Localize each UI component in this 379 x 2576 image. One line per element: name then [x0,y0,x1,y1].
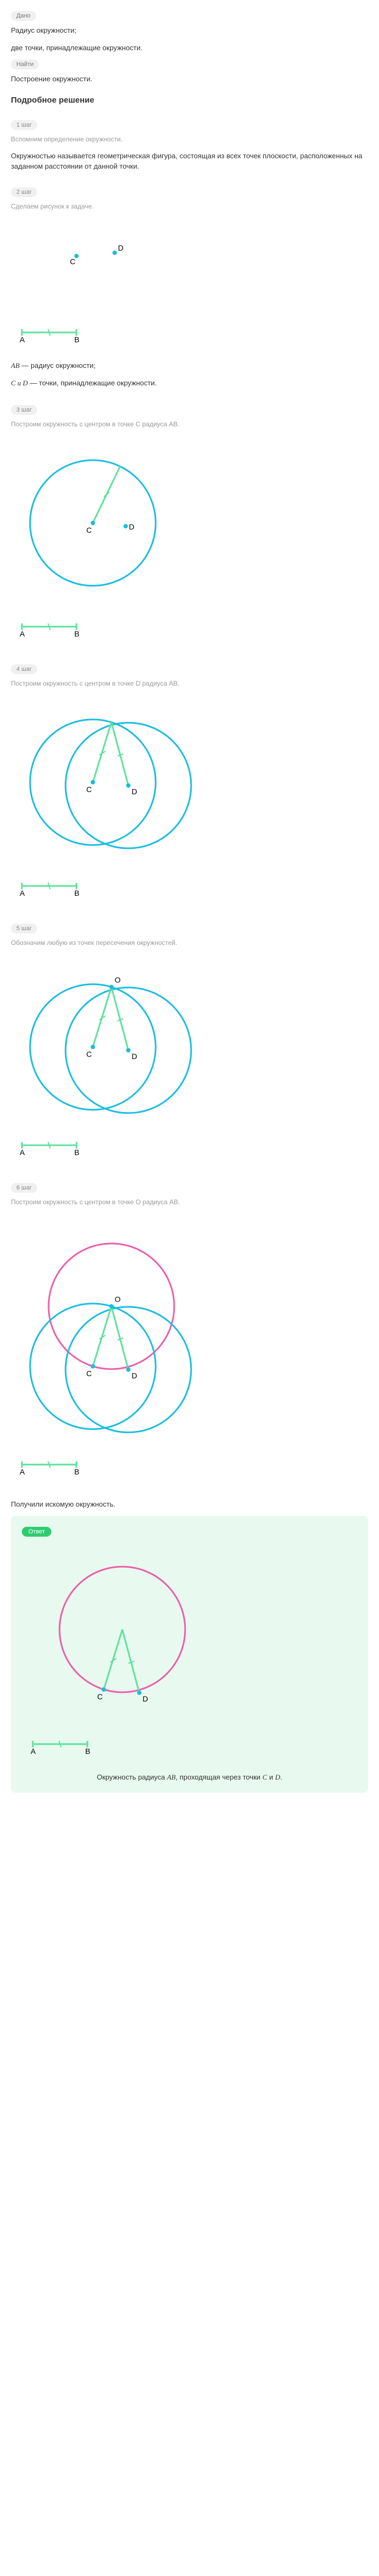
label-a: A [20,889,25,897]
label-a: A [20,335,25,344]
find-tag: Найти [11,60,39,69]
label-d: D [132,787,137,796]
step3-tag: 3 шаг [11,405,37,415]
step2-cap2: C и D — точки, принадлежащие окружности. [11,379,368,388]
label-b: B [74,1467,79,1476]
label-b: B [74,629,79,638]
step3-figure: C D A B [11,436,368,645]
answer-text-and: и [267,1773,275,1781]
label-o: O [115,975,121,984]
step2-cap1: AB — радиус окружности; [11,361,368,370]
label-d: D [132,1052,137,1061]
step2-cap2-text: — точки, принадлежащие окружности. [28,379,157,387]
label-d: D [118,243,123,252]
step5-tag: 5 шаг [11,924,37,933]
step6-figure: O C D A B [11,1213,368,1488]
step1-text: Окружностью называется геометрическая фи… [11,151,368,172]
math-c: C [263,1773,268,1781]
solution-title: Подробное решение [11,96,368,105]
answer-figure: C D A B [22,1548,357,1762]
step3-gray: Построим окружность с центром в точке C … [11,419,368,429]
answer-text: Окружность радиуса AB, проходящая через … [22,1773,357,1782]
label-a: A [31,1747,36,1756]
answer-text-mid: , проходящая через точки [176,1773,263,1781]
step4-tag: 4 шаг [11,664,37,674]
label-c: C [86,1050,92,1058]
step2-tag: 2 шаг [11,187,37,197]
step2-cap1-text: — радиус окружности; [20,361,96,370]
find-line: Построение окружности. [11,74,368,85]
math-d: D [275,1773,280,1781]
step4-figure: C D A B [11,695,368,904]
answer-box: Ответ C D A B Окружность радиуса A [11,1516,368,1793]
label-a: A [20,1148,25,1157]
label-d: D [143,1694,148,1703]
label-b: B [74,1148,79,1157]
label-o: O [115,1295,121,1304]
step5-figure: O C D A B [11,954,368,1163]
step2-gray: Сделаем рисунок к задаче. [11,201,368,211]
given-tag: Дано [11,11,36,21]
label-d: D [129,522,134,531]
label-c: C [86,785,92,794]
label-b: B [85,1747,90,1756]
step1-gray: Вспомним определение окружности. [11,134,368,144]
answer-tag: Ответ [22,1527,51,1537]
step6-tag: 6 шаг [11,1183,37,1193]
label-c: C [86,1369,92,1378]
step5-gray: Обозначим любую из точек пересечения окр… [11,938,368,948]
step1-tag: 1 шаг [11,120,37,130]
label-c: C [70,257,75,266]
label-b: B [74,889,79,897]
label-a: A [20,1467,25,1476]
math-ab: AB [167,1773,176,1781]
label-a: A [20,629,25,638]
label-b: B [74,335,79,344]
answer-text-pre: Окружность радиуса [97,1773,167,1781]
math-cd: C и D [11,379,28,387]
label-d: D [132,1371,137,1380]
step6-end: Получили искомую окружность. [11,1499,368,1510]
step6-gray: Построим окружность с центром в точке O … [11,1197,368,1207]
step4-gray: Построим окружность с центром в точке D … [11,679,368,688]
math-ab: AB [11,361,20,370]
label-c: C [97,1692,103,1701]
given-line2: две точки, принадлежащие окружности. [11,43,368,53]
given-line1: Радиус окружности; [11,25,368,36]
label-c: C [86,526,92,534]
step2-figure: C D A B [11,218,368,350]
